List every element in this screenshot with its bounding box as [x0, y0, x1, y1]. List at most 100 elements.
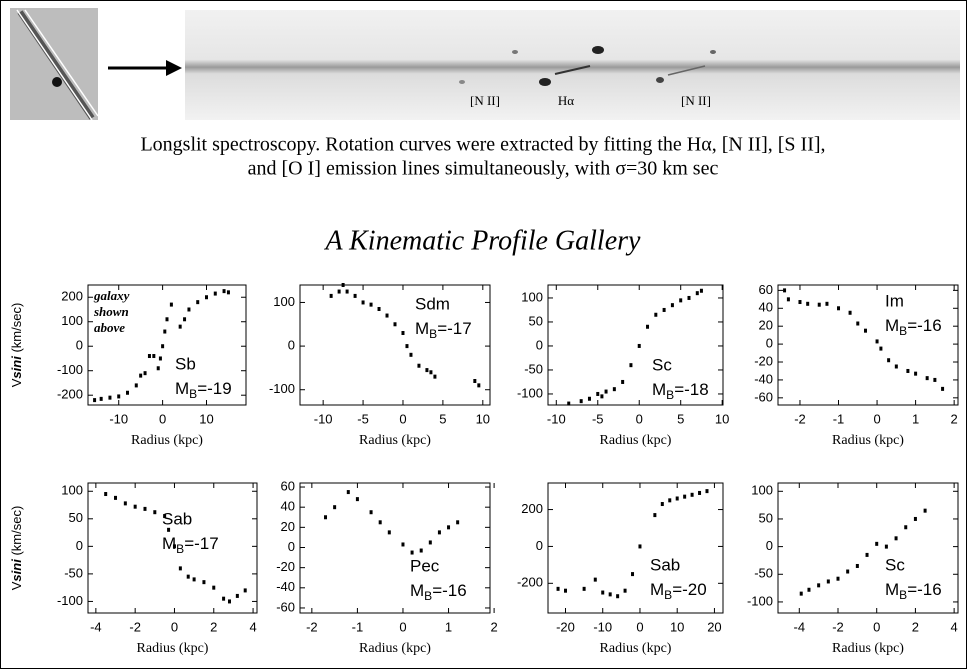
- y-axis-label: Vsini (km/sec): [9, 506, 24, 591]
- data-point: [662, 307, 666, 312]
- magnitude-symbol: M: [162, 534, 176, 553]
- data-point: [596, 391, 600, 396]
- data-point: [405, 344, 409, 349]
- x-tick-label: 0: [399, 619, 406, 634]
- x-tick-label: -10: [314, 411, 333, 426]
- y-tick-label: 0: [288, 539, 295, 554]
- y-axis-label-part: sin: [9, 360, 24, 379]
- magnitude-value: =-18: [674, 380, 709, 399]
- y-tick-label: -200: [517, 575, 543, 590]
- data-point: [324, 515, 328, 520]
- morph-type: Sc: [885, 555, 905, 574]
- y-tick-label: 0: [76, 338, 83, 353]
- x-tick-label: 1: [445, 619, 452, 634]
- y-tick-label: 0: [288, 338, 295, 353]
- data-point: [863, 328, 867, 333]
- data-point: [699, 288, 703, 293]
- x-tick-label: 5: [439, 411, 446, 426]
- data-point: [114, 495, 118, 500]
- data-point: [855, 563, 859, 568]
- data-point: [695, 291, 699, 296]
- y-tick-label: 50: [69, 510, 83, 525]
- y-tick-label: 0: [536, 337, 543, 352]
- y-tick-label: -200: [57, 387, 83, 402]
- x-axis-label: Radius (kpc): [600, 433, 672, 448]
- y-axis-label-part: i: [9, 559, 24, 563]
- data-point: [133, 504, 137, 509]
- data-point: [679, 298, 683, 303]
- magnitude-symbol: M: [415, 319, 429, 338]
- data-point: [139, 373, 143, 378]
- data-point: [410, 550, 414, 555]
- x-axis-label: Radius (kpc): [832, 641, 904, 656]
- y-tick-label: 20: [759, 318, 773, 333]
- y-tick-label: -20: [276, 559, 295, 574]
- magnitude-value: =-16: [432, 581, 467, 600]
- magnitude-value: =-20: [672, 580, 707, 599]
- data-point: [401, 331, 405, 335]
- x-tick-label: -4: [90, 619, 102, 634]
- data-point: [798, 300, 802, 305]
- data-point: [205, 295, 208, 300]
- x-axis-label: Radius (kpc): [359, 433, 431, 448]
- caption-line: Longslit spectroscopy. Rotation curves w…: [140, 134, 825, 156]
- y-axis-label-part: (km/sec): [9, 303, 24, 356]
- magnitude: MB=-17: [162, 534, 219, 556]
- magnitude-value: =-16: [907, 580, 942, 599]
- data-point: [186, 574, 190, 579]
- data-point: [593, 577, 597, 582]
- y-tick-label: -50: [524, 361, 543, 376]
- magnitude-symbol: M: [652, 380, 666, 399]
- morph-type: Sab: [162, 509, 192, 528]
- data-point: [126, 390, 129, 395]
- y-tick-label: -50: [64, 565, 83, 580]
- data-point: [187, 307, 191, 312]
- y-axis-label-part: (km/sec): [9, 506, 24, 559]
- data-point: [637, 343, 641, 348]
- data-point: [875, 541, 879, 546]
- spectrum-label: [N II]: [470, 93, 500, 108]
- y-tick-label: 60: [281, 478, 295, 493]
- data-point: [567, 401, 571, 406]
- data-point: [429, 370, 433, 375]
- magnitude-symbol: M: [650, 580, 664, 599]
- data-point: [447, 525, 451, 530]
- y-axis-label-part: sin: [9, 563, 24, 582]
- y-tick-label: 0: [536, 538, 543, 553]
- data-point: [178, 324, 182, 329]
- data-point: [675, 496, 679, 501]
- panel-note: shown: [93, 304, 129, 319]
- y-tick-label: 100: [751, 483, 773, 498]
- x-tick-label: 0: [873, 411, 880, 426]
- y-tick-label: -40: [276, 579, 295, 594]
- plot-frame: [299, 284, 491, 406]
- magnitude-value: =-17: [437, 319, 472, 338]
- data-point: [425, 368, 429, 373]
- plot-frame: [299, 482, 491, 614]
- panel-note: above: [94, 320, 125, 335]
- y-tick-label: -100: [517, 385, 543, 400]
- magnitude: MB=-20: [650, 580, 707, 602]
- panel-note: galaxy: [93, 288, 130, 303]
- data-point: [369, 510, 373, 515]
- data-point: [579, 399, 583, 404]
- data-point: [705, 489, 709, 494]
- data-point: [884, 544, 888, 549]
- x-tick-label: 10: [199, 411, 213, 426]
- morph-type: Sdm: [415, 294, 450, 313]
- plot-frame: [87, 482, 258, 614]
- data-point: [108, 395, 112, 400]
- data-point: [786, 297, 790, 302]
- y-tick-label: 60: [759, 282, 773, 297]
- data-point: [629, 363, 633, 368]
- data-point: [923, 508, 927, 513]
- magnitude-symbol: M: [885, 316, 899, 335]
- data-point: [817, 302, 821, 307]
- magnitude-subscript: B: [429, 327, 437, 341]
- x-tick-label: 0: [873, 619, 880, 634]
- data-point: [161, 344, 165, 349]
- data-point: [660, 502, 664, 507]
- x-tick-label: -2: [832, 619, 844, 634]
- data-point: [933, 377, 937, 382]
- morph-type: Sc: [652, 355, 672, 374]
